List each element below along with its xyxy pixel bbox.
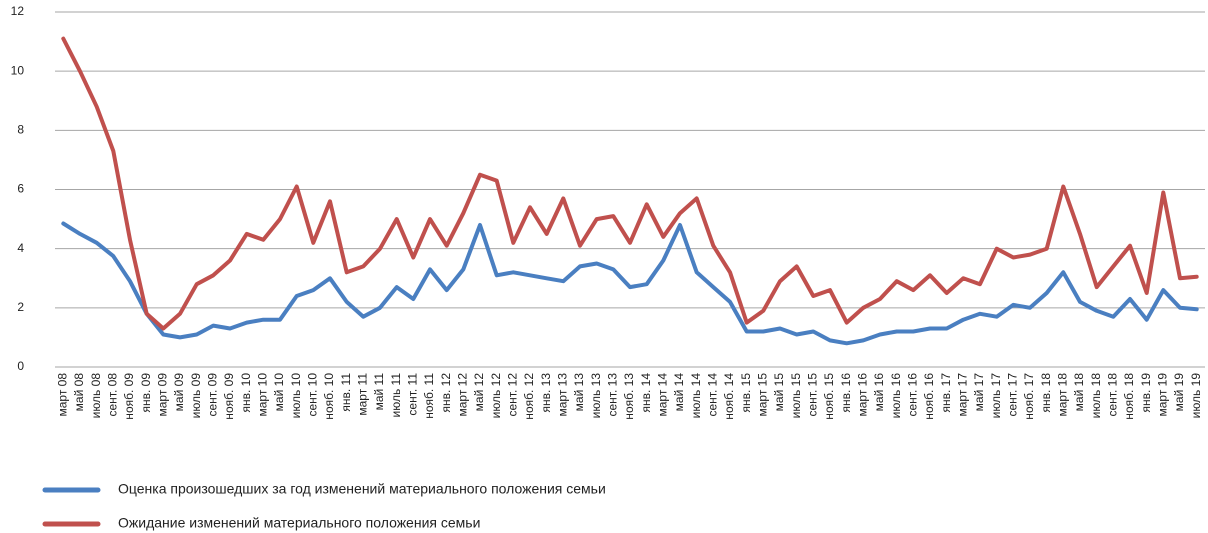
x-tick-label: нояб. 15 [822, 373, 836, 420]
x-tick-label: июль 18 [1089, 373, 1103, 419]
x-tick-label: сент. 15 [806, 373, 820, 417]
series-line [61, 36, 1199, 331]
x-tick-label: июль 17 [989, 373, 1003, 419]
x-tick-label: июль 08 [89, 373, 103, 419]
x-tick-label: сент. 12 [506, 373, 520, 417]
x-tick-label: май 14 [672, 373, 686, 412]
x-tick-label: янв. 11 [339, 373, 353, 412]
x-tick-label: май 17 [972, 373, 986, 412]
x-tick-label: март 15 [756, 373, 770, 417]
x-tick-label: март 10 [256, 373, 270, 417]
y-tick-label: 6 [17, 182, 24, 196]
x-tick-label: янв. 12 [439, 373, 453, 413]
x-tick-label: июль 12 [489, 373, 503, 419]
x-tick-label: нояб. 09 [222, 373, 236, 420]
y-tick-label: 0 [17, 359, 24, 373]
y-tick-label: 4 [17, 241, 24, 255]
x-tick-label: март 19 [1156, 373, 1170, 417]
x-tick-label: янв. 16 [839, 373, 853, 413]
x-tick-label: июль 15 [789, 373, 803, 419]
legend-label: Оценка произошедших за год изменений мат… [118, 481, 606, 497]
x-tick-label: янв. 17 [939, 373, 953, 413]
x-tick-label: нояб. 17 [1022, 373, 1036, 420]
x-tick-label: янв. 10 [239, 373, 253, 413]
x-tick-label: май 08 [72, 373, 86, 412]
x-tick-label: май 09 [172, 373, 186, 412]
x-tick-label: март 18 [1056, 373, 1070, 417]
x-tick-label: нояб. 11 [422, 373, 436, 419]
x-tick-label: сент. 09 [206, 373, 220, 417]
x-tick-label: май 19 [1172, 373, 1186, 412]
x-tick-label: июль 13 [589, 373, 603, 419]
x-tick-label: сент. 16 [906, 373, 920, 417]
x-tick-label: сент. 14 [706, 373, 720, 417]
x-tick-label: март 16 [856, 373, 870, 417]
x-tick-label: янв. 14 [639, 373, 653, 413]
x-tick-label: нояб. 16 [922, 373, 936, 420]
x-tick-label: сент. 17 [1006, 373, 1020, 417]
x-tick-label: июль 09 [189, 373, 203, 419]
y-tick-label: 8 [17, 123, 24, 137]
x-tick-label: май 11 [372, 373, 386, 411]
x-tick-label: май 10 [272, 373, 286, 412]
x-tick-label: янв. 18 [1039, 373, 1053, 413]
x-tick-label: сент. 08 [106, 373, 120, 417]
x-tick-label: янв. 09 [139, 373, 153, 413]
x-tick-label: нояб. 14 [722, 373, 736, 420]
x-tick-label: сент. 10 [306, 373, 320, 417]
x-tick-label: май 15 [772, 373, 786, 412]
x-tick-label: июль 10 [289, 373, 303, 419]
x-tick-label: июль 14 [689, 373, 703, 419]
series-line [61, 221, 1199, 346]
x-tick-label: март 13 [556, 373, 570, 417]
x-tick-label: янв. 19 [1139, 373, 1153, 413]
x-tick-label: июль 11 [389, 373, 403, 418]
x-tick-label: май 13 [572, 373, 586, 412]
x-tick-label: нояб. 10 [322, 373, 336, 420]
y-tick-label: 12 [11, 4, 25, 18]
x-tick-label: март 14 [656, 373, 670, 417]
x-tick-label: нояб. 18 [1122, 373, 1136, 420]
x-tick-label: июль 16 [889, 373, 903, 419]
x-tick-label: май 12 [472, 373, 486, 412]
x-tick-label: март 17 [956, 373, 970, 417]
x-tick-label: март 11 [356, 373, 370, 416]
x-tick-label: июль 19 [1189, 373, 1203, 419]
x-tick-label: май 18 [1072, 373, 1086, 412]
x-tick-label: май 16 [872, 373, 886, 412]
legend-label: Ожидание изменений материального положен… [118, 515, 480, 531]
x-tick-label: сент. 18 [1106, 373, 1120, 417]
y-tick-label: 2 [17, 300, 24, 314]
x-tick-label: сент. 11 [406, 373, 420, 416]
x-tick-label: нояб. 09 [122, 373, 136, 420]
x-tick-label: нояб. 12 [522, 373, 536, 420]
x-tick-label: сент. 13 [606, 373, 620, 417]
x-tick-label: нояб. 13 [622, 373, 636, 420]
x-tick-label: янв. 13 [539, 373, 553, 413]
x-tick-label: март 09 [156, 373, 170, 417]
x-tick-label: март 08 [56, 373, 70, 417]
y-tick-label: 10 [11, 63, 25, 77]
x-tick-label: март 12 [456, 373, 470, 417]
x-tick-label: янв. 15 [739, 373, 753, 413]
